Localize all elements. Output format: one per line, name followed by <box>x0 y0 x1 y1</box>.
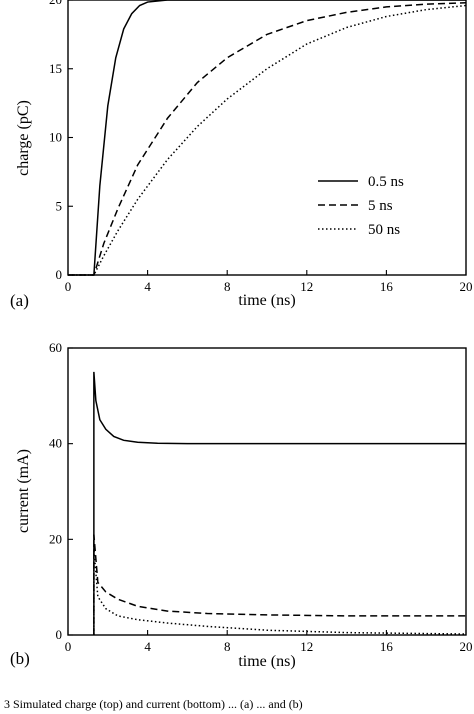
charge-x-tick-label: 4 <box>144 279 151 294</box>
charge-y-tick-label: 15 <box>49 61 62 76</box>
current-y-tick-label: 20 <box>49 531 62 546</box>
charge-y-ticks: 0 5 10 15 20 <box>49 0 73 282</box>
charge-x-tick-label: 20 <box>460 279 473 294</box>
current-y-tick-label: 60 <box>49 340 62 355</box>
charge-x-tick-label: 12 <box>300 279 313 294</box>
current-series-layer <box>93 371 467 635</box>
charge-x-tick-label: 16 <box>380 279 394 294</box>
legend-label: 0.5 ns <box>368 174 404 190</box>
charge-series-layer <box>68 0 467 276</box>
current-series-solid <box>93 371 466 635</box>
current-y-axis-label: current (mA) <box>15 449 32 533</box>
current-plot-frame <box>67 347 467 636</box>
current-x-tick-label: 20 <box>460 639 473 654</box>
charge-y-tick-label: 5 <box>56 198 63 213</box>
current-y-tick-label: 0 <box>56 627 63 642</box>
current-x-tick-label: 0 <box>65 639 72 654</box>
current-y-tick-label: 40 <box>49 436 62 451</box>
current-x-tick-label: 12 <box>300 639 313 654</box>
charge-x-tick-label: 0 <box>65 279 72 294</box>
charge-series-dotted <box>68 4 467 276</box>
current-x-axis-label: time (ns) <box>238 653 295 670</box>
charge-x-tick-label: 8 <box>224 279 231 294</box>
current-x-ticks: 0 4 8 12 16 20 <box>65 630 473 654</box>
current-series-dashed <box>93 534 466 635</box>
legend-label: 50 ns <box>368 222 400 238</box>
current-x-tick-label: 16 <box>380 639 394 654</box>
charge-x-axis-label: time (ns) <box>238 292 295 309</box>
current-series-dotted <box>93 548 467 635</box>
charge-plot-frame <box>67 0 467 276</box>
current-panel-label: (b) <box>10 649 30 668</box>
charge-series-solid <box>68 0 466 276</box>
charge-y-tick-label: 10 <box>49 130 62 145</box>
current-x-tick-label: 8 <box>224 639 231 654</box>
current-y-ticks: 0 20 40 60 <box>49 340 73 642</box>
charge-y-axis-label: charge (pC) <box>15 100 32 176</box>
charge-x-ticks: 0 4 8 12 16 20 <box>65 270 473 294</box>
current-x-tick-label: 4 <box>144 639 151 654</box>
current-chart-panel: 0 4 8 12 16 20 0 20 40 60 time (ns) current (mA)… <box>10 340 473 670</box>
charge-series-dashed <box>68 2 467 276</box>
charge-panel-label: (a) <box>10 291 29 310</box>
charge-legend: 0.5 ns 5 ns 50 ns <box>318 174 404 238</box>
charge-chart-panel: 0 4 8 12 16 20 0 5 10 15 20 0.5 ns 5 ns 50 ns time … <box>10 0 473 310</box>
figure-caption: 3 Simulated charge (top) and current (bo… <box>4 697 303 711</box>
legend-label: 5 ns <box>368 198 393 214</box>
charge-y-tick-label: 0 <box>56 267 63 282</box>
charge-y-tick-label: 20 <box>49 0 62 7</box>
